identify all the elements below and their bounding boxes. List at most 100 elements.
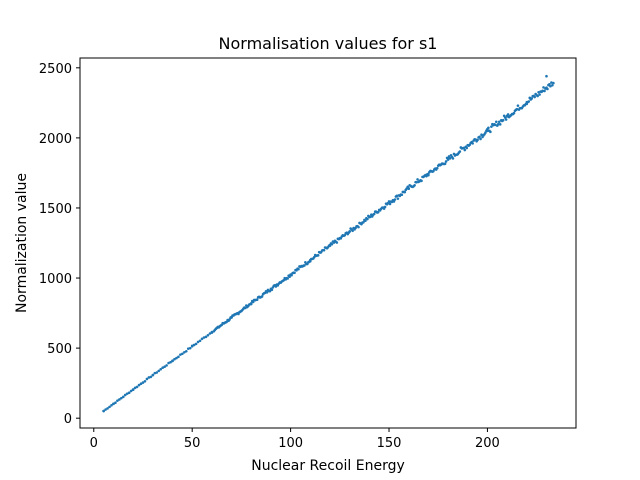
- data-point: [552, 81, 555, 85]
- data-point: [403, 190, 407, 194]
- data-point: [545, 86, 548, 90]
- data-point: [527, 100, 531, 103]
- data-point: [515, 107, 519, 111]
- data-point: [335, 241, 339, 244]
- data-point: [494, 123, 497, 127]
- data-point: [451, 157, 455, 160]
- data-point: [444, 160, 448, 163]
- data-point: [206, 333, 210, 337]
- data-point: [446, 158, 450, 161]
- data-point: [104, 408, 107, 411]
- data-point: [505, 115, 509, 118]
- data-point: [163, 365, 166, 369]
- data-point: [196, 340, 200, 344]
- data-point: [149, 375, 153, 379]
- data-point: [396, 197, 400, 200]
- data-point: [448, 157, 452, 160]
- data-point: [125, 392, 129, 395]
- data-point: [288, 275, 291, 279]
- data-point: [183, 351, 186, 354]
- data-point: [548, 82, 551, 86]
- data-point: [362, 220, 365, 224]
- y-tick-label: 500: [47, 342, 72, 357]
- data-point: [487, 126, 490, 130]
- data-point: [169, 360, 172, 364]
- data-point: [139, 382, 143, 386]
- x-axis-label: Nuclear Recoil Energy: [251, 458, 405, 474]
- data-point: [186, 347, 190, 350]
- y-axis: 0 500 1000 1500 2000 2500: [39, 62, 80, 427]
- data-point: [145, 377, 149, 381]
- data-point: [443, 162, 447, 166]
- data-point: [435, 166, 439, 170]
- data-point: [143, 379, 147, 383]
- data-point: [155, 371, 159, 374]
- data-point: [542, 86, 545, 89]
- data-point: [462, 146, 466, 150]
- data-point: [102, 409, 105, 413]
- data-point: [322, 248, 326, 252]
- data-point: [478, 135, 481, 139]
- data-point: [190, 344, 194, 348]
- data-point: [133, 386, 137, 390]
- y-tick-label: 1000: [39, 272, 72, 287]
- data-point: [372, 212, 376, 216]
- data-point: [407, 187, 411, 190]
- points-layer: [102, 74, 555, 413]
- data-point: [198, 339, 202, 343]
- data-point: [466, 143, 470, 147]
- data-point: [496, 122, 500, 126]
- data-point: [549, 84, 552, 88]
- data-point: [368, 215, 371, 219]
- data-point: [116, 399, 119, 402]
- data-point: [303, 264, 306, 267]
- data-point: [282, 278, 286, 282]
- data-point: [413, 183, 416, 187]
- data-point: [260, 295, 264, 298]
- data-point: [504, 118, 508, 121]
- data-point: [551, 83, 554, 87]
- x-tick-label: 200: [475, 436, 500, 451]
- data-point: [395, 194, 399, 198]
- data-point: [498, 123, 502, 126]
- data-point: [471, 142, 474, 145]
- data-point: [536, 94, 539, 98]
- data-point: [465, 146, 469, 150]
- data-point: [357, 225, 360, 229]
- data-point: [181, 352, 184, 356]
- data-point: [480, 133, 483, 137]
- data-point: [265, 291, 269, 294]
- chart-title: Normalisation values for s1: [219, 34, 438, 53]
- data-point: [251, 300, 255, 304]
- data-point: [316, 254, 320, 257]
- y-tick-label: 2500: [39, 62, 72, 77]
- data-point: [173, 357, 176, 361]
- data-point: [204, 335, 208, 339]
- data-point: [137, 383, 141, 387]
- data-point: [184, 349, 188, 353]
- data-point: [129, 389, 133, 393]
- data-point: [348, 230, 351, 233]
- data-point: [161, 366, 164, 370]
- data-point: [415, 181, 418, 184]
- y-tick-label: 0: [64, 412, 72, 427]
- data-point: [516, 104, 520, 107]
- data-point: [147, 376, 151, 379]
- data-point: [208, 332, 212, 335]
- data-point: [120, 396, 123, 400]
- data-point: [141, 381, 145, 384]
- data-point: [194, 342, 198, 346]
- data-point: [159, 367, 162, 371]
- data-point: [364, 219, 367, 223]
- data-point: [545, 74, 548, 78]
- data-point: [479, 137, 482, 141]
- data-point: [269, 287, 273, 291]
- data-point: [486, 129, 489, 133]
- data-point: [249, 301, 253, 305]
- y-tick-label: 2000: [39, 132, 72, 147]
- data-point: [179, 353, 182, 356]
- data-point: [512, 111, 516, 115]
- x-tick-label: 150: [377, 436, 402, 451]
- data-point: [123, 393, 127, 397]
- data-point: [157, 369, 161, 373]
